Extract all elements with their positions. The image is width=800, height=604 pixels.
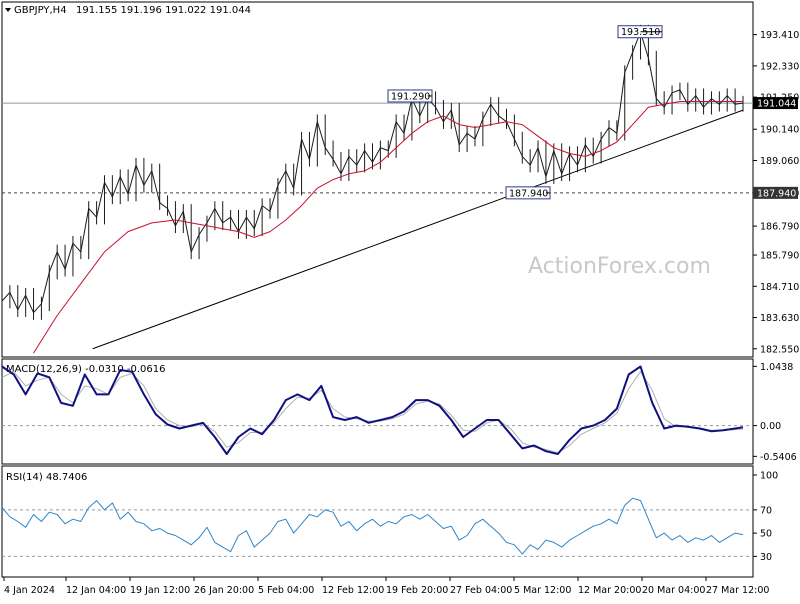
x-tick-label: 12 Feb 12:00 [322, 585, 384, 596]
2-tick-label: 30 [760, 552, 772, 563]
price-annotation-label: 193.510 [621, 27, 660, 38]
x-tick-label: 4 Jan 2024 [4, 585, 55, 596]
0-tick-label: 183.630 [760, 313, 799, 324]
current-price-marker [753, 97, 798, 110]
support-price-label: 187.940 [757, 188, 796, 199]
macd-title: MACD(12,26,9) -0.0310 -0.0616 [6, 364, 166, 375]
x-tick-label: 5 Mar 12:00 [514, 585, 571, 596]
2-tick-label: 50 [760, 529, 772, 540]
macd-panel-frame [1, 358, 754, 465]
sma-series [33, 101, 743, 354]
watermark: ActionForex.com [528, 254, 711, 279]
0-tick-label: 185.790 [760, 251, 799, 262]
x-tick-label: 26 Jan 20:00 [194, 585, 254, 596]
price-panel-frame [1, 1, 754, 358]
x-tick-label: 12 Jan 04:00 [66, 585, 126, 596]
rising-trendline [92, 109, 744, 350]
x-tick-label: 5 Feb 04:00 [258, 585, 314, 596]
rsi-series [1, 497, 744, 555]
dropdown-arrow-icon[interactable] [5, 8, 11, 12]
x-tick-label: 19 Feb 20:00 [386, 585, 448, 596]
1-tick-label: 0.00 [760, 421, 781, 432]
support-price-marker [753, 186, 798, 199]
series-layer [1, 24, 744, 555]
rsi-panel-frame [1, 465, 754, 578]
x-tick-label: 12 Mar 20:00 [578, 585, 641, 596]
price-series [1, 31, 744, 314]
price-annotation-label: 191.290 [391, 91, 430, 102]
grid-layer [2, 102, 753, 557]
annotation-layer: 193.510 191.290 187.940 [387, 25, 663, 200]
0-tick-label: 186.790 [760, 222, 799, 233]
2-tick-label: 70 [760, 505, 772, 516]
0-tick-label: 192.330 [760, 61, 799, 72]
0-tick-label: 190.140 [760, 125, 799, 136]
0-tick-label: 182.550 [760, 344, 799, 355]
axis-layer: 193.410192.330191.250190.140189.060187.9… [3, 30, 799, 596]
x-tick-label: 20 Mar 04:00 [642, 585, 705, 596]
x-tick-label: 19 Jan 12:00 [130, 585, 190, 596]
x-tick-label: 27 Feb 04:00 [450, 585, 512, 596]
0-tick-label: 193.410 [760, 30, 799, 41]
chart-symbol: GBPJPY,H4 [14, 5, 67, 16]
2-tick-label: 100 [760, 470, 778, 481]
1-tick-label: 1.0438 [760, 362, 793, 373]
x-tick-label: 27 Mar 12:00 [706, 585, 769, 596]
current-price-label: 191.044 [757, 99, 796, 110]
price-annotation-label: 187.940 [509, 188, 548, 199]
0-tick-label: 189.060 [760, 156, 799, 167]
rsi-title: RSI(14) 48.7406 [6, 472, 87, 483]
macd-series [1, 365, 744, 455]
1-tick-label: -0.5406 [760, 452, 797, 463]
0-tick-label: 184.710 [760, 282, 799, 293]
chart-ohlc: 191.155 191.196 191.022 191.044 [76, 5, 251, 16]
